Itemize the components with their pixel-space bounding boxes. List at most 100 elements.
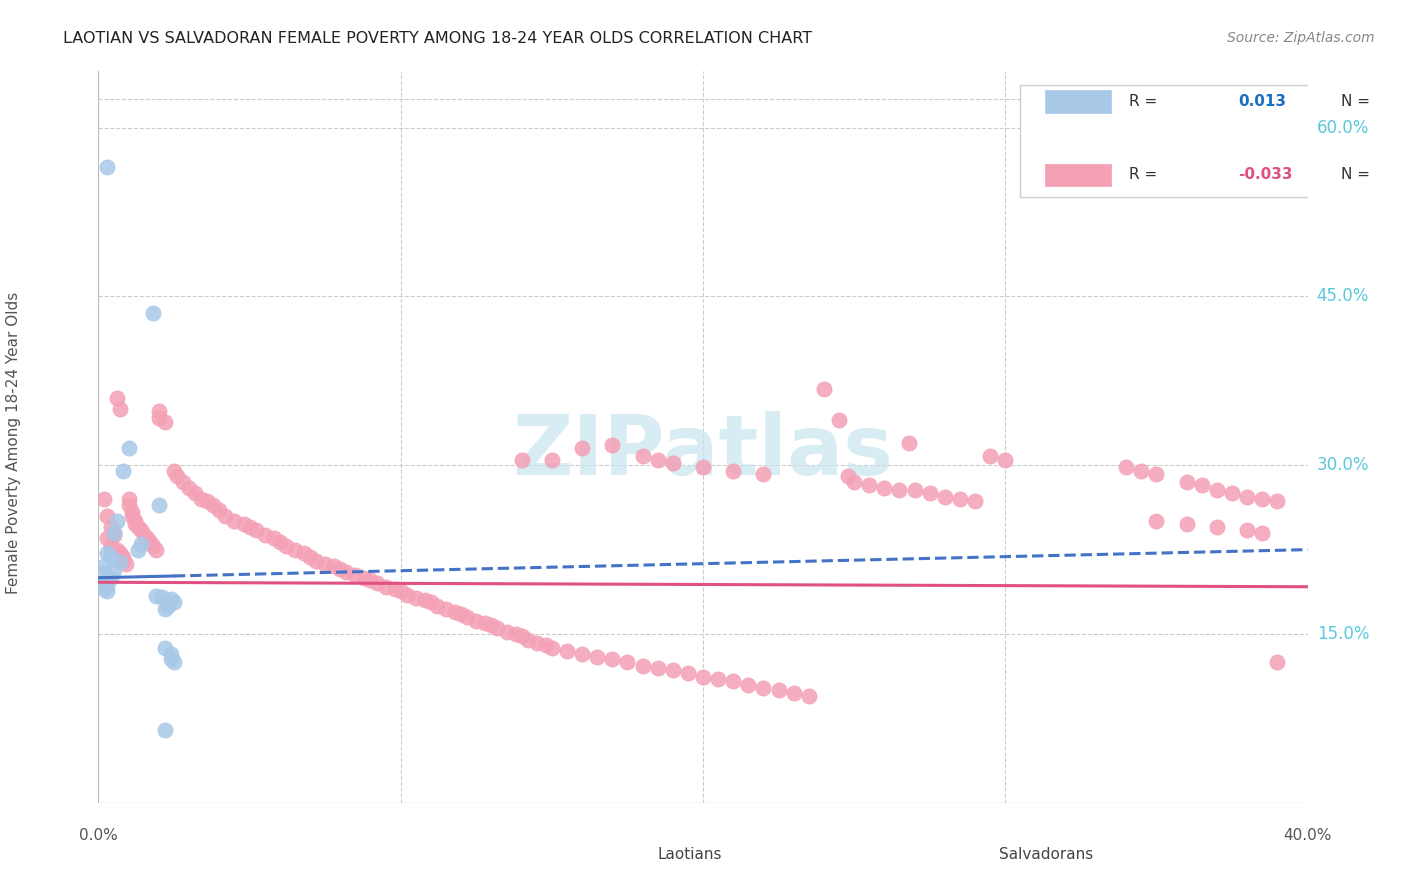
Point <box>481 618 503 632</box>
Point <box>292 546 315 560</box>
Point <box>783 685 806 699</box>
Point <box>1175 516 1198 531</box>
Point <box>96 508 118 523</box>
Point <box>526 636 548 650</box>
Point <box>163 464 186 478</box>
Point <box>837 469 859 483</box>
Point <box>108 401 131 416</box>
Point <box>723 464 745 478</box>
Point <box>918 486 941 500</box>
Point <box>323 559 346 574</box>
Point <box>444 605 467 619</box>
Point <box>465 614 488 628</box>
Point <box>103 528 125 542</box>
Point <box>1267 494 1289 508</box>
Text: Female Poverty Among 18-24 Year Olds: Female Poverty Among 18-24 Year Olds <box>6 292 21 594</box>
Text: R =: R = <box>1129 95 1157 109</box>
Point <box>602 438 624 452</box>
Point <box>661 663 683 677</box>
Point <box>1236 490 1258 504</box>
Text: N =: N = <box>1341 95 1369 109</box>
Point <box>253 528 276 542</box>
Point <box>450 607 472 621</box>
Point <box>269 534 291 549</box>
Point <box>858 478 880 492</box>
Point <box>873 481 896 495</box>
Point <box>344 568 367 582</box>
Point <box>93 566 115 581</box>
Point <box>103 563 125 577</box>
Point <box>329 562 352 576</box>
Point <box>456 610 478 624</box>
Point <box>844 475 866 489</box>
Point <box>239 520 262 534</box>
Point <box>1206 520 1229 534</box>
Point <box>121 506 143 520</box>
Point <box>184 486 207 500</box>
Point <box>96 532 118 546</box>
Point <box>100 571 122 585</box>
Point <box>142 306 165 320</box>
Point <box>1115 460 1137 475</box>
Point <box>335 565 357 579</box>
Point <box>96 584 118 599</box>
Point <box>692 670 714 684</box>
Point <box>889 483 911 497</box>
Point <box>405 591 427 605</box>
Point <box>616 655 638 669</box>
Point <box>145 542 167 557</box>
Point <box>495 624 517 639</box>
Text: Source: ZipAtlas.com: Source: ZipAtlas.com <box>1227 31 1375 45</box>
Point <box>994 452 1017 467</box>
Point <box>434 602 457 616</box>
Point <box>124 516 146 531</box>
Point <box>208 503 231 517</box>
Point <box>148 411 170 425</box>
Point <box>93 559 115 574</box>
Point <box>96 546 118 560</box>
Text: Laotians: Laotians <box>658 847 723 862</box>
Point <box>1206 483 1229 497</box>
Point <box>127 542 149 557</box>
Point <box>631 658 654 673</box>
Point <box>108 555 131 569</box>
Point <box>105 515 128 529</box>
Point <box>100 520 122 534</box>
Point <box>202 498 225 512</box>
Point <box>160 592 183 607</box>
Point <box>179 481 201 495</box>
Point <box>118 442 141 456</box>
Point <box>153 602 176 616</box>
Point <box>510 452 533 467</box>
Point <box>474 615 496 630</box>
Point <box>156 599 179 613</box>
Point <box>100 539 122 553</box>
Point <box>153 416 176 430</box>
Point <box>105 542 128 557</box>
Point <box>245 524 267 538</box>
Point <box>486 621 509 635</box>
FancyBboxPatch shape <box>1045 163 1111 186</box>
Point <box>723 674 745 689</box>
Point <box>150 590 173 604</box>
Point <box>145 589 167 603</box>
Point <box>1251 525 1274 540</box>
Point <box>389 584 412 599</box>
Point <box>426 599 449 613</box>
Point <box>366 576 388 591</box>
Point <box>1130 464 1153 478</box>
Point <box>111 464 134 478</box>
Point <box>299 550 322 565</box>
FancyBboxPatch shape <box>908 845 976 864</box>
Point <box>979 449 1001 463</box>
Point <box>96 573 118 587</box>
Point <box>768 683 790 698</box>
Point <box>1220 486 1243 500</box>
Point <box>111 554 134 568</box>
Point <box>284 542 307 557</box>
Point <box>676 666 699 681</box>
Point <box>103 525 125 540</box>
Point <box>214 508 236 523</box>
Point <box>160 647 183 661</box>
Point <box>505 627 527 641</box>
